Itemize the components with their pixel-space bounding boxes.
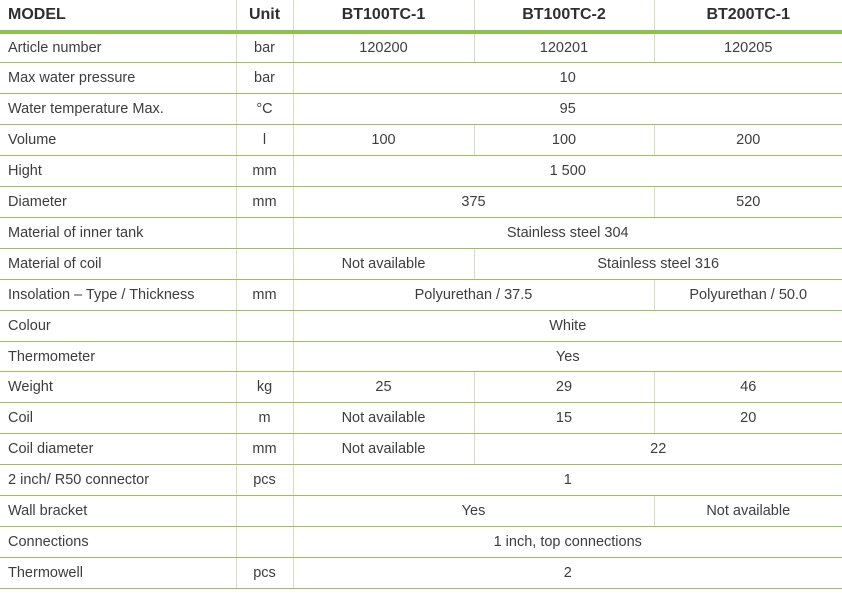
- row-value: 22: [473, 433, 842, 466]
- row-value: 29: [473, 371, 654, 404]
- row-value: 20: [653, 402, 842, 435]
- column-header-bt100tc-2: BT100TC-2: [473, 0, 654, 34]
- row-unit: bar: [235, 62, 294, 95]
- row-value: Yes: [293, 495, 654, 527]
- row-value: 15: [473, 402, 654, 435]
- row-value: 10: [293, 62, 842, 95]
- row-value: 200: [653, 124, 842, 157]
- row-value: 120201: [473, 32, 654, 64]
- row-value: 46: [653, 371, 842, 404]
- table-row: 2 inch/ R50 connector pcs 1: [0, 464, 842, 497]
- table-row: Diameter mm 375 520: [0, 186, 842, 218]
- row-label: Thermowell: [0, 557, 236, 590]
- row-label: Connections: [0, 526, 236, 558]
- row-label: Material of coil: [0, 248, 236, 280]
- row-unit: °C: [235, 93, 294, 126]
- row-label: Volume: [0, 124, 236, 157]
- row-unit: l: [235, 124, 294, 157]
- row-label: Hight: [0, 155, 236, 188]
- table-row: Thermowell pcs 2: [0, 557, 842, 590]
- header-row: MODEL Unit BT100TC-1 BT100TC-2 BT200TC-1: [0, 0, 842, 34]
- row-value: Polyurethan / 50.0: [653, 279, 842, 311]
- row-unit: mm: [235, 433, 294, 466]
- row-label: Wall bracket: [0, 495, 236, 527]
- row-unit: bar: [235, 32, 294, 64]
- row-unit: m: [235, 402, 294, 435]
- row-value: Not available: [293, 433, 474, 466]
- row-value: 1 inch, top connections: [293, 526, 842, 558]
- row-value: 2: [293, 557, 842, 590]
- table-row: Coil diameter mm Not available 22: [0, 433, 842, 466]
- row-value: 120205: [653, 32, 842, 64]
- row-unit: mm: [235, 186, 294, 218]
- row-unit: [235, 495, 294, 527]
- row-value: Stainless steel 304: [293, 217, 842, 249]
- column-header-bt100tc-1: BT100TC-1: [292, 0, 474, 34]
- table-row: Hight mm 1 500: [0, 155, 842, 188]
- row-label: Coil diameter: [0, 433, 236, 466]
- row-value: 100: [473, 124, 654, 157]
- row-unit: [235, 341, 294, 373]
- row-value: 1: [293, 464, 842, 497]
- table-row: Material of coil Not available Stainless s…: [0, 248, 842, 280]
- row-label: Material of inner tank: [0, 217, 236, 249]
- row-label: Weight: [0, 371, 236, 404]
- column-header-bt200tc-1: BT200TC-1: [653, 0, 842, 34]
- row-label: Article number: [0, 32, 236, 64]
- row-label: Colour: [0, 310, 236, 342]
- table-row: Coil m Not available 15 20: [0, 402, 842, 435]
- row-value: Polyurethan / 37.5: [293, 279, 654, 311]
- row-value: Yes: [293, 341, 842, 373]
- table-row: Wall bracket Yes Not available: [0, 495, 842, 527]
- table-row: Max water pressure bar 10: [0, 62, 842, 95]
- row-unit: [235, 217, 294, 249]
- row-value: Not available: [293, 248, 474, 280]
- row-label: Diameter: [0, 186, 236, 218]
- row-value: 120200: [293, 32, 474, 64]
- row-value: 375: [293, 186, 654, 218]
- table-row: Weight kg 25 29 46: [0, 371, 842, 404]
- row-label: Water temperature Max.: [0, 93, 236, 126]
- column-header-unit: Unit: [235, 0, 293, 34]
- table-row: Article number bar 120200 120201 120205: [0, 32, 842, 64]
- row-value: 520: [653, 186, 842, 218]
- row-unit: pcs: [235, 464, 294, 497]
- table-row: Thermometer Yes: [0, 341, 842, 373]
- row-value: Not available: [293, 402, 474, 435]
- row-value: 1 500: [293, 155, 842, 188]
- table-row: Connections 1 inch, top connections: [0, 526, 842, 558]
- row-label: 2 inch/ R50 connector: [0, 464, 236, 497]
- row-unit: kg: [235, 371, 294, 404]
- row-value: 100: [293, 124, 474, 157]
- row-label: Thermometer: [0, 341, 236, 373]
- table-row: Volume l 100 100 200: [0, 124, 842, 157]
- row-label: Max water pressure: [0, 62, 236, 95]
- row-label: Coil: [0, 402, 236, 435]
- row-value: Not available: [653, 495, 842, 527]
- row-value: 95: [293, 93, 842, 126]
- row-unit: [235, 526, 294, 558]
- row-unit: pcs: [235, 557, 294, 590]
- row-unit: mm: [235, 279, 294, 311]
- row-unit: [235, 310, 294, 342]
- table-row: Insolation – Type / Thickness mm Polyureth…: [0, 279, 842, 311]
- row-value: White: [293, 310, 842, 342]
- table-row: Water temperature Max. °C 95: [0, 93, 842, 126]
- table-row: Material of inner tank Stainless steel 30…: [0, 217, 842, 249]
- row-value: Stainless steel 316: [473, 248, 842, 280]
- column-header-model: MODEL: [0, 0, 236, 34]
- table-row: Colour White: [0, 310, 842, 342]
- row-unit: mm: [235, 155, 294, 188]
- row-unit: [235, 248, 294, 280]
- row-value: 25: [293, 371, 474, 404]
- row-label: Insolation – Type / Thickness: [0, 279, 236, 311]
- spec-table-body: Article number bar 120200 120201 120205 Max w…: [0, 32, 842, 590]
